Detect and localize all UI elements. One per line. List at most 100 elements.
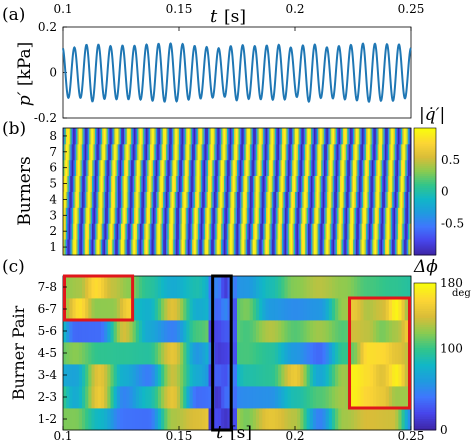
phase-cell bbox=[180, 298, 184, 321]
phase-cell bbox=[113, 320, 118, 343]
burner-cell bbox=[380, 159, 383, 177]
burner-cell bbox=[215, 223, 218, 240]
burner-cell bbox=[112, 223, 115, 240]
burner-cell bbox=[279, 143, 281, 161]
colorbar-q-swatch bbox=[414, 143, 436, 147]
burner-cell bbox=[270, 239, 273, 256]
burner-cell bbox=[292, 128, 294, 145]
burner-cell bbox=[116, 223, 119, 240]
colorbar-phi-swatch bbox=[414, 315, 436, 318]
burner-cell bbox=[232, 207, 235, 224]
phase-cell bbox=[341, 364, 345, 387]
burner-cell bbox=[74, 223, 77, 240]
phase-cell bbox=[186, 386, 190, 409]
burner-cell bbox=[125, 207, 128, 224]
phase-cell bbox=[119, 408, 124, 431]
burner-cell bbox=[341, 143, 344, 161]
phase-cell bbox=[354, 364, 358, 387]
phase-cell bbox=[221, 364, 225, 387]
burner-cell bbox=[354, 143, 357, 161]
burner-cell bbox=[295, 143, 297, 161]
burner-cell bbox=[277, 207, 280, 224]
burner-cell bbox=[99, 223, 102, 240]
phase-cell bbox=[214, 320, 219, 343]
burner-cell bbox=[408, 223, 410, 240]
colorbar-q-swatch bbox=[414, 139, 436, 143]
burner-cell bbox=[316, 239, 319, 256]
burner-cell bbox=[399, 239, 402, 256]
burner-cell bbox=[293, 175, 296, 192]
burner-cell bbox=[154, 159, 157, 177]
burner-cell bbox=[360, 175, 363, 192]
phase-cell bbox=[357, 364, 361, 387]
burner-cell bbox=[181, 128, 184, 145]
burner-cell bbox=[270, 207, 273, 224]
burner-cell bbox=[94, 128, 97, 145]
burner-cell bbox=[197, 175, 200, 192]
burner-cell bbox=[241, 239, 244, 256]
burner-cell bbox=[180, 143, 183, 161]
phase-cell bbox=[404, 364, 409, 387]
burner-cell bbox=[397, 191, 400, 208]
burner-cell bbox=[331, 128, 334, 145]
phase-cell bbox=[385, 276, 390, 299]
burner-cell bbox=[247, 159, 249, 177]
burner-cell bbox=[83, 223, 86, 240]
phase-cell bbox=[85, 320, 89, 343]
phase-cell bbox=[138, 342, 143, 365]
phase-cell bbox=[151, 320, 156, 343]
burner-cell bbox=[205, 159, 207, 177]
burner-cell bbox=[176, 143, 178, 161]
burner-cell bbox=[325, 159, 328, 177]
phase-cell bbox=[69, 298, 73, 321]
phase-cell bbox=[341, 342, 345, 365]
phase-cell bbox=[341, 276, 345, 299]
burner-cell bbox=[164, 223, 167, 240]
phase-cell bbox=[392, 386, 396, 409]
burner-cell bbox=[177, 239, 180, 256]
phase-cell bbox=[142, 342, 146, 365]
burner-cell bbox=[306, 159, 309, 177]
burner-cell bbox=[409, 159, 412, 177]
phase-cell bbox=[233, 364, 238, 387]
phase-cell bbox=[180, 320, 184, 343]
phase-cell bbox=[338, 276, 342, 299]
phase-cell bbox=[88, 276, 92, 299]
burner-cell bbox=[180, 223, 183, 240]
burner-cell bbox=[155, 191, 158, 208]
burner-cell bbox=[228, 239, 231, 256]
burner-cell bbox=[232, 223, 235, 240]
phase-cell bbox=[173, 364, 178, 387]
burner-cell bbox=[338, 128, 341, 145]
panel-c-tag: (c) bbox=[2, 257, 25, 277]
burner-cell bbox=[100, 128, 103, 145]
colorbar-q-label: |q̇′| bbox=[419, 105, 445, 125]
phase-cell bbox=[132, 386, 137, 409]
burner-cell bbox=[350, 128, 352, 145]
phase-cell bbox=[199, 276, 203, 299]
phase-cell bbox=[192, 364, 197, 387]
burner-cell bbox=[383, 223, 386, 240]
burner-cell bbox=[284, 207, 287, 224]
burner-cell bbox=[382, 143, 384, 161]
burner-cell bbox=[355, 143, 358, 161]
phase-cell bbox=[363, 408, 368, 431]
burner-cell bbox=[406, 175, 409, 192]
burner-cell bbox=[348, 159, 351, 177]
burner-cell bbox=[131, 239, 133, 256]
phase-cell bbox=[75, 364, 80, 387]
burner-cell bbox=[341, 128, 344, 145]
burner-cell bbox=[139, 159, 142, 177]
burner-cell bbox=[154, 207, 157, 224]
burner-cell bbox=[187, 191, 190, 208]
phase-cell bbox=[138, 276, 143, 299]
burner-cell bbox=[171, 239, 174, 256]
burner-cell bbox=[379, 143, 381, 161]
phase-cell bbox=[85, 408, 89, 431]
burner-cell bbox=[300, 143, 303, 161]
phase-cell bbox=[126, 364, 130, 387]
phase-cell bbox=[72, 364, 77, 387]
colorbar-phi-swatch bbox=[414, 296, 436, 300]
phase-cell bbox=[218, 386, 222, 409]
burner-cell bbox=[286, 191, 289, 208]
